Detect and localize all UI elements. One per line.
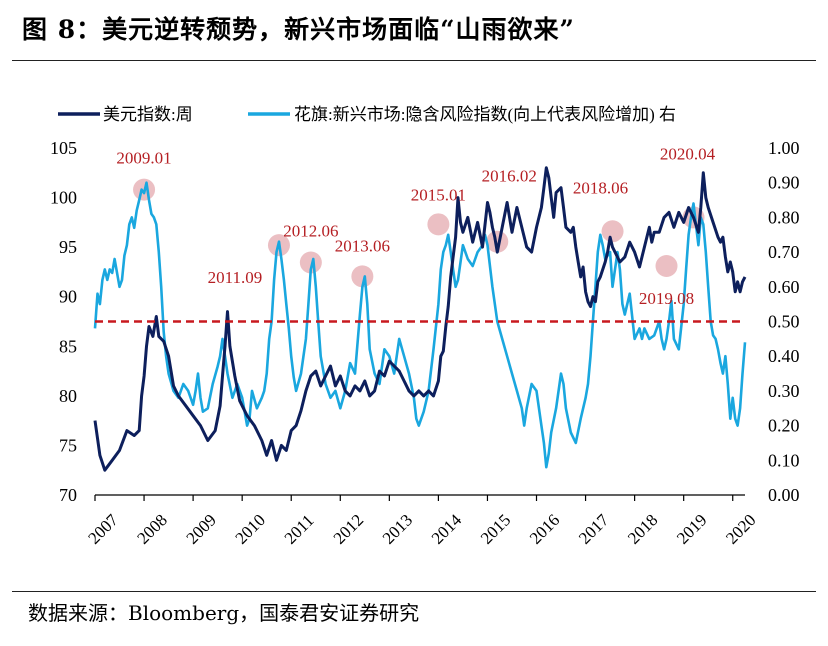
figure-title: 图 8：美元逆转颓势，新兴市场面临“山雨欲来”: [22, 15, 575, 44]
x-tick-label-1: 2008: [133, 510, 170, 547]
x-tick-label-8: 2015: [477, 510, 514, 547]
annotation-label-2013.06: 2013.06: [335, 236, 390, 255]
left-axis: 70 75 80 85 90 95 100 105: [50, 138, 77, 505]
x-tick-label-2: 2009: [183, 510, 220, 547]
right-tick-label-5: 0.50: [768, 312, 800, 332]
right-tick-label-4: 0.40: [768, 346, 800, 366]
x-tick-label-10: 2017: [575, 510, 613, 548]
right-tick-label-3: 0.30: [768, 381, 800, 401]
x-tick-label-12: 2019: [673, 510, 710, 547]
legend-citi-label: 花旗:新兴市场:隐含风险指数(向上代表风险增加) 右: [294, 105, 676, 124]
right-tick-label-8: 0.80: [768, 207, 800, 227]
legend: 美元指数:周 花旗:新兴市场:隐含风险指数(向上代表风险增加) 右: [58, 105, 676, 124]
left-tick-label-2: 80: [59, 386, 77, 406]
highlight-marker-2019.08: [655, 254, 678, 277]
highlight-marker-2016.02: [486, 230, 509, 253]
x-tick-label-0: 2007: [84, 510, 122, 548]
right-tick-label-10: 1.00: [768, 138, 800, 158]
x-tick-label-11: 2018: [624, 510, 661, 547]
annotation-label-2019.08: 2019.08: [639, 289, 694, 308]
right-axis: 0.00 0.10 0.20 0.30 0.40 0.50 0.60 0.70 0.80 0.90…: [768, 138, 800, 505]
left-tick-label-0: 70: [59, 485, 77, 505]
x-tick-label-13: 2020: [722, 510, 759, 547]
highlight-marker-2018.06: [601, 220, 624, 243]
left-tick-label-3: 85: [59, 336, 77, 356]
highlight-marker-2013.06: [351, 265, 374, 288]
legend-usd-label: 美元指数:周: [103, 105, 193, 124]
right-tick-label-6: 0.60: [768, 277, 800, 297]
x-axis: 2007 2008 2009 2010 2011 2012 2013 2014 2015 2016…: [84, 495, 760, 548]
x-tick-label-5: 2012: [330, 510, 367, 547]
bottom-rule: [12, 591, 816, 592]
annotation-label-2011.09: 2011.09: [208, 268, 263, 287]
left-tick-label-5: 95: [59, 237, 77, 257]
right-tick-label-2: 0.20: [768, 416, 800, 436]
annotation-label-2015.01: 2015.01: [411, 185, 466, 204]
annotation-label-2016.02: 2016.02: [482, 167, 537, 186]
right-tick-label-1: 0.10: [768, 450, 800, 470]
annotation-label-2009.01: 2009.01: [116, 149, 171, 168]
annotation-label-2018.06: 2018.06: [573, 178, 628, 197]
left-tick-label-6: 100: [50, 188, 77, 208]
x-tick-label-3: 2010: [232, 510, 269, 547]
line-chart: 美元指数:周 花旗:新兴市场:隐含风险指数(向上代表风险增加) 右 70 75 80…: [50, 105, 800, 548]
top-rule: [12, 60, 816, 61]
x-tick-label-9: 2016: [526, 510, 563, 547]
x-tick-label-4: 2011: [281, 511, 318, 548]
highlight-marker-2012.06: [299, 251, 322, 274]
x-tick-label-6: 2013: [379, 510, 416, 547]
series-line-citi-risk-index: [93, 181, 747, 469]
left-tick-label-7: 105: [50, 138, 77, 158]
annotation-label-2020.04: 2020.04: [660, 144, 716, 163]
source-note: 数据来源：Bloomberg，国泰君安证券研究: [28, 601, 420, 625]
right-tick-label-7: 0.70: [768, 242, 800, 262]
right-tick-label-0: 0.00: [768, 485, 800, 505]
left-tick-label-4: 90: [59, 287, 77, 307]
right-tick-label-9: 0.90: [768, 173, 800, 193]
series-line-usd-index: [93, 166, 747, 472]
x-tick-label-7: 2014: [428, 510, 466, 548]
left-tick-label-1: 75: [59, 435, 77, 455]
highlight-marker-2015.01: [427, 213, 450, 236]
annotation-label-2012.06: 2012.06: [283, 222, 338, 241]
